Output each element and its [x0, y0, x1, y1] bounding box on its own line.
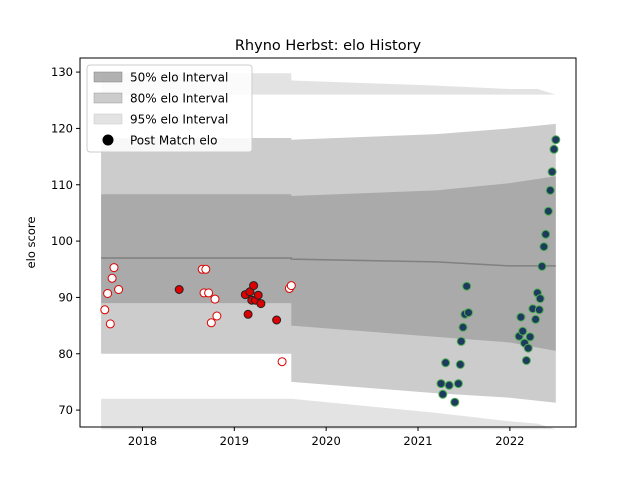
data-point-open-marker [100, 305, 110, 315]
legend: 50% elo Interval 80% elo Interval 95% elo … [86, 64, 253, 153]
data-point-late-marker [464, 308, 473, 318]
data-point-filled-marker [256, 299, 266, 309]
legend-label: 80% elo Interval [130, 92, 228, 106]
data-point-late-marker [549, 144, 559, 154]
data-point-open-marker [114, 285, 124, 294]
data-point-open-marker [109, 263, 119, 273]
x-tick-label: 2018 [128, 434, 157, 448]
x-tick-label: 2022 [495, 434, 524, 448]
data-point-filled-marker [243, 309, 253, 319]
data-point-late-marker [436, 379, 446, 389]
data-point-late-marker [462, 281, 472, 291]
data-point-filled-marker [174, 285, 184, 294]
y-tick-label: 120 [51, 121, 73, 135]
y-tick-label: 80 [58, 347, 73, 361]
y-tick-label: 90 [58, 290, 73, 304]
x-tick-label: 2020 [312, 434, 341, 448]
data-point-filled-marker [253, 290, 263, 300]
band-80 [101, 123, 556, 403]
data-point-late-marker [531, 314, 541, 324]
data-point-open-marker [107, 273, 117, 283]
data-point-open-marker [206, 318, 216, 328]
band-50 [101, 176, 556, 351]
legend-swatch-95 [93, 113, 123, 125]
y-tick-label: 70 [58, 403, 73, 417]
y-axis-label: elo score [24, 217, 38, 269]
data-point-late-marker [541, 229, 551, 239]
data-point-late-marker [450, 397, 460, 407]
data-point-open-marker [286, 281, 296, 291]
data-point-open-marker [210, 294, 220, 304]
data-point-open-marker [103, 289, 113, 298]
data-point-late-marker [455, 360, 465, 369]
data-point-open-marker [201, 264, 211, 274]
x-tick-label: 2019 [220, 434, 249, 448]
data-point-late-marker [456, 336, 466, 346]
x-tick-label: 2021 [403, 434, 432, 448]
y-tick-label: 100 [51, 234, 73, 248]
chart-title: Rhyno Herbst: elo History [235, 38, 422, 54]
data-point-filled-marker [272, 315, 282, 325]
data-point-late-marker [516, 312, 526, 322]
mean-elo-line [101, 257, 556, 267]
legend-swatch-80 [93, 92, 123, 104]
data-point-open-marker [204, 288, 214, 298]
data-point-late-marker [458, 322, 468, 332]
data-point-open-marker [277, 357, 287, 367]
data-point-late-marker [551, 135, 561, 145]
legend-label: 50% elo Interval [130, 71, 228, 85]
data-point-late-marker [547, 167, 557, 177]
data-point-late-marker [525, 332, 535, 342]
legend-box [86, 64, 253, 153]
y-tick-label: 130 [51, 65, 73, 79]
plot-frame [79, 57, 577, 428]
data-point-late-marker [438, 389, 448, 399]
legend-swatch-50 [93, 71, 123, 83]
data-point-late-marker [523, 343, 533, 353]
data-point-late-marker [521, 356, 531, 365]
data-point-late-marker [444, 380, 454, 390]
data-point-late-marker [453, 379, 463, 389]
data-point-late-marker [537, 261, 547, 271]
data-point-late-marker [441, 358, 451, 368]
legend-label: 95% elo Interval [130, 113, 228, 127]
data-point-late-marker [545, 185, 555, 195]
legend-label: Post Match elo [130, 134, 217, 148]
data-point-late-marker [518, 326, 528, 336]
data-point-late-marker [543, 206, 553, 216]
data-point-open-marker [105, 319, 115, 329]
legend-marker-post-match [102, 134, 114, 146]
data-point-open-marker [212, 311, 222, 321]
data-point-late-marker [535, 294, 545, 304]
data-point-filled-marker [249, 281, 259, 291]
data-point-late-marker [539, 242, 549, 252]
data-point-late-marker [534, 305, 544, 315]
y-tick-label: 110 [51, 178, 73, 192]
